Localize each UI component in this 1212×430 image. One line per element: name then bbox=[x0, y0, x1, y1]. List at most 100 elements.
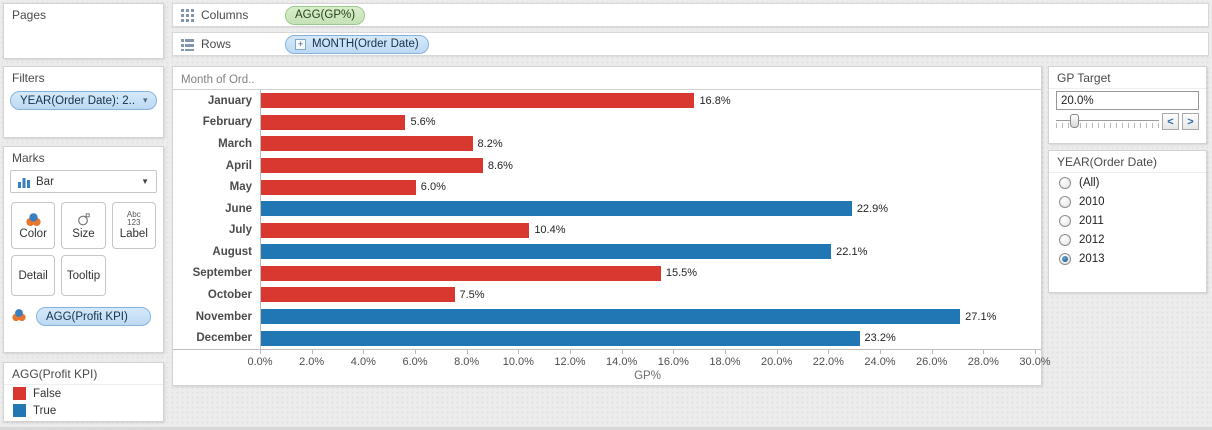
plot-area: 16.8% 5.6% 8.2% 8.6% 6.0% 22.9% 10.4% 22.1% 15.5… bbox=[260, 90, 1041, 349]
filter-pill-year-order-date[interactable]: YEAR(Order Date): 2.. ▾ bbox=[10, 91, 157, 110]
x-axis-title: GP% bbox=[634, 370, 661, 382]
bar-row-november: 27.1% bbox=[261, 306, 1035, 328]
bar-november[interactable] bbox=[261, 309, 961, 325]
bar-may[interactable] bbox=[261, 179, 416, 195]
gp-target-parameter-card: GP Target < > bbox=[1048, 66, 1207, 144]
year-option-2011[interactable]: 2011 bbox=[1049, 211, 1206, 230]
detail-button-label: Detail bbox=[18, 269, 48, 282]
color-legend-card: AGG(Profit KPI) False True bbox=[3, 362, 164, 422]
columns-shelf-label: Columns bbox=[201, 8, 249, 22]
size-button[interactable]: Size bbox=[61, 202, 106, 249]
decrement-button[interactable]: < bbox=[1162, 113, 1179, 130]
radio-icon[interactable] bbox=[1059, 234, 1071, 246]
month-label-march[interactable]: March bbox=[218, 137, 252, 150]
mark-type-value: Bar bbox=[36, 175, 54, 188]
month-label-august[interactable]: August bbox=[212, 245, 252, 258]
columns-pill-label: AGG(GP%) bbox=[295, 9, 356, 21]
bar-row-august: 22.1% bbox=[261, 241, 1035, 263]
bar-row-december: 23.2% bbox=[261, 327, 1035, 349]
month-label-july[interactable]: July bbox=[228, 224, 252, 237]
axis-tick-mark bbox=[311, 350, 313, 354]
month-label-may[interactable]: May bbox=[229, 181, 252, 194]
rows-shelf[interactable]: Rows + MONTH(Order Date) bbox=[172, 32, 1209, 56]
legend-label: False bbox=[33, 387, 62, 400]
expand-plus-icon[interactable]: + bbox=[295, 38, 306, 50]
x-axis-ticks: 0.0% 2.0% 4.0% 6.0% 8.0% 10.0% 12.0% 14.0% 16.0%… bbox=[247, 350, 1051, 384]
year-option-all[interactable]: (All) bbox=[1049, 173, 1206, 192]
year-filter-options: (All) 2010 2011 2012 2013 bbox=[1049, 173, 1206, 268]
axis-tick-mark bbox=[466, 350, 468, 354]
chevron-down-icon[interactable]: ▾ bbox=[143, 95, 148, 105]
bar-september[interactable] bbox=[261, 265, 661, 281]
radio-selected-icon[interactable] bbox=[1059, 253, 1071, 265]
columns-shelf-label-zone: Columns bbox=[173, 8, 285, 22]
rows-pill-month-order-date[interactable]: + MONTH(Order Date) bbox=[285, 34, 429, 54]
label-button-label: Label bbox=[119, 228, 148, 240]
slider-thumb[interactable] bbox=[1070, 114, 1080, 128]
increment-button[interactable]: > bbox=[1182, 113, 1199, 130]
radio-icon[interactable] bbox=[1059, 215, 1071, 227]
month-label-february[interactable]: February bbox=[202, 116, 252, 129]
pages-shelf-card: Pages bbox=[3, 3, 164, 59]
bar-value-label: 8.2% bbox=[477, 137, 503, 150]
encoding-pill-profit-kpi[interactable]: AGG(Profit KPI) bbox=[36, 307, 151, 326]
bar-row-september: 15.5% bbox=[261, 263, 1035, 285]
year-filter-card: YEAR(Order Date) (All) 2010 2011 2012 2013 bbox=[1048, 150, 1207, 293]
label-button[interactable]: Abc 123 Label bbox=[111, 202, 156, 249]
bar-january[interactable] bbox=[261, 93, 695, 109]
radio-icon[interactable] bbox=[1059, 177, 1071, 189]
mark-type-dropdown[interactable]: Bar ▼ bbox=[10, 170, 157, 193]
axis-tick-label: 10.0% bbox=[502, 356, 534, 368]
marks-button-grid: Color Size Abc 123 Label bbox=[11, 202, 156, 296]
axis-tick-label: 6.0% bbox=[402, 356, 428, 368]
legend-item-false[interactable]: False bbox=[4, 385, 163, 402]
color-button[interactable]: Color bbox=[11, 202, 56, 249]
bar-value-label: 10.4% bbox=[534, 224, 566, 237]
detail-button[interactable]: Detail bbox=[11, 255, 56, 296]
year-option-2013[interactable]: 2013 bbox=[1049, 249, 1206, 268]
month-label-january[interactable]: January bbox=[207, 94, 252, 107]
bar-august[interactable] bbox=[261, 244, 832, 260]
gp-target-input[interactable] bbox=[1056, 91, 1199, 110]
gp-target-slider[interactable] bbox=[1056, 113, 1159, 130]
slider-tick-marks bbox=[1056, 123, 1159, 128]
legend-item-true[interactable]: True bbox=[4, 402, 163, 419]
axis-tick-mark bbox=[621, 350, 623, 354]
marks-card: Marks Bar ▼ Co bbox=[3, 146, 164, 353]
bar-december[interactable] bbox=[261, 330, 860, 346]
bar-row-february: 5.6% bbox=[261, 112, 1035, 134]
size-button-label: Size bbox=[72, 227, 95, 240]
chevron-down-icon[interactable]: ▼ bbox=[141, 177, 149, 186]
bar-february[interactable] bbox=[261, 114, 406, 130]
month-label-december[interactable]: December bbox=[196, 332, 252, 345]
columns-shelf[interactable]: Columns AGG(GP%) bbox=[172, 3, 1209, 27]
axis-tick-mark bbox=[880, 350, 881, 354]
year-option-2012[interactable]: 2012 bbox=[1049, 230, 1206, 249]
month-label-november[interactable]: November bbox=[195, 310, 252, 323]
year-option-2010[interactable]: 2010 bbox=[1049, 192, 1206, 211]
bar-april[interactable] bbox=[261, 158, 483, 174]
tooltip-button[interactable]: Tooltip bbox=[61, 255, 106, 296]
bar-march[interactable] bbox=[261, 136, 473, 152]
year-option-label: 2013 bbox=[1079, 253, 1105, 265]
legend-title: AGG(Profit KPI) bbox=[4, 363, 163, 385]
radio-icon[interactable] bbox=[1059, 196, 1071, 208]
month-label-april[interactable]: April bbox=[225, 159, 252, 172]
axis-tick-mark bbox=[828, 350, 830, 354]
bar-july[interactable] bbox=[261, 222, 530, 238]
month-label-october[interactable]: October bbox=[207, 288, 252, 301]
month-label-june[interactable]: June bbox=[225, 202, 252, 215]
encoding-pill-label: AGG(Profit KPI) bbox=[46, 310, 128, 323]
bar-october[interactable] bbox=[261, 287, 455, 303]
axis-tick-mark bbox=[363, 350, 365, 354]
month-label-september[interactable]: September bbox=[192, 267, 252, 280]
color-icon bbox=[26, 212, 41, 227]
columns-grid-icon bbox=[181, 8, 194, 22]
bar-june[interactable] bbox=[261, 201, 852, 217]
legend-label: True bbox=[33, 404, 57, 417]
axis-tick-label: 2.0% bbox=[299, 356, 325, 368]
columns-pill-agg-gp[interactable]: AGG(GP%) bbox=[285, 5, 366, 25]
month-label-column: January February March April May June July Augu… bbox=[173, 90, 260, 349]
color-encoding-row: AGG(Profit KPI) bbox=[12, 304, 157, 326]
